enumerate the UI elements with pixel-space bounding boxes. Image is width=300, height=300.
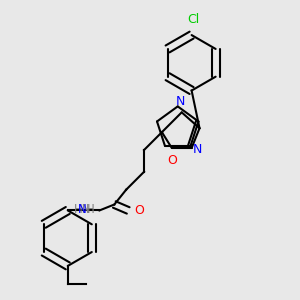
Text: N: N (193, 142, 202, 155)
Text: O: O (167, 154, 177, 167)
Text: N: N (78, 203, 87, 216)
Text: O: O (134, 204, 144, 217)
Text: H: H (86, 203, 94, 216)
Text: N: N (176, 95, 185, 108)
Text: Cl: Cl (188, 13, 200, 26)
Text: HN: HN (74, 203, 92, 216)
